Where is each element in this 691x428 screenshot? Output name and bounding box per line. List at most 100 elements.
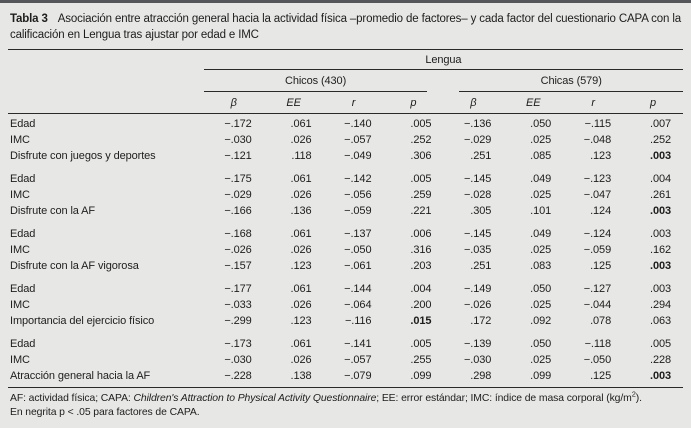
table-row: Importancia del ejercicio físico −.299 .12… xyxy=(8,314,683,330)
value-cell: .306 xyxy=(410,150,432,162)
value-cell: .092 xyxy=(530,315,552,327)
value-cell: .221 xyxy=(410,205,432,217)
value-cell: .078 xyxy=(590,315,612,327)
value-cell: .026 xyxy=(290,244,312,256)
row-label: IMC xyxy=(10,354,30,366)
table-caption: Tabla 3 Asociación entre atracción genera… xyxy=(10,12,681,43)
table-row: Edad −.175 .061 −.142 .005 −.145 .049 −.123 .004 xyxy=(8,172,683,188)
value-cell: −.177 xyxy=(224,283,252,295)
table-footnotes: AF: actividad física; CAPA: Children's A… xyxy=(10,390,681,419)
group-header-row: Chicos (430) Chicas (579) xyxy=(8,70,683,92)
value-cell: .101 xyxy=(530,205,552,217)
value-cell: .123 xyxy=(290,315,312,327)
value-cell: −.050 xyxy=(583,354,612,366)
value-cell: .015 xyxy=(410,315,432,327)
value-cell: .003 xyxy=(649,283,671,295)
value-cell: −.139 xyxy=(463,338,492,350)
value-cell: .025 xyxy=(530,299,552,311)
row-label: Edad xyxy=(10,228,36,240)
value-cell: −.059 xyxy=(583,244,612,256)
table-row: Edad −.173 .061 −.141 .005 −.139 .050 −.118 .005 xyxy=(8,337,683,353)
value-cell: .004 xyxy=(410,283,432,295)
section-gap xyxy=(8,165,683,172)
value-cell: −.228 xyxy=(224,370,252,382)
value-cell: .162 xyxy=(649,244,671,256)
value-cell: .003 xyxy=(649,150,671,162)
value-cell: .005 xyxy=(410,173,432,185)
value-cell: −.049 xyxy=(344,150,372,162)
table-row: IMC −.029 .026 −.056 .259 −.028 .025 −.047 .261 xyxy=(8,188,683,204)
value-cell: −.056 xyxy=(344,189,372,201)
value-cell: .050 xyxy=(530,338,552,350)
table-top-rule xyxy=(0,0,691,3)
value-cell: .123 xyxy=(590,150,612,162)
value-cell: .007 xyxy=(649,118,671,130)
column-header: EE xyxy=(286,97,301,109)
value-cell: .252 xyxy=(410,134,432,146)
table-number: Tabla 3 xyxy=(10,13,48,25)
value-cell: −.123 xyxy=(583,173,612,185)
table-title: Asociación entre atracción general hacia… xyxy=(10,13,681,41)
value-cell: .172 xyxy=(470,315,492,327)
value-cell: .251 xyxy=(470,150,492,162)
row-label: Edad xyxy=(10,338,36,350)
value-cell: −.127 xyxy=(583,283,612,295)
value-cell: .005 xyxy=(410,338,432,350)
column-header: p xyxy=(410,97,417,109)
value-cell: −.026 xyxy=(224,244,252,256)
value-cell: .026 xyxy=(290,354,312,366)
value-cell: −.142 xyxy=(344,173,372,185)
value-cell: −.057 xyxy=(344,354,372,366)
value-cell: .049 xyxy=(530,173,552,185)
footnote-text: ). xyxy=(635,393,642,404)
value-cell: −.299 xyxy=(224,315,252,327)
footnote-bold-note: En negrita p < .05 para factores de CAPA… xyxy=(10,406,200,418)
section-gap xyxy=(8,275,683,282)
footnote-questionnaire-name: Children's Attraction to Physical Activi… xyxy=(133,393,377,404)
value-cell: .294 xyxy=(649,299,671,311)
table-row: Disfrute con la AF vigorosa −.157 .123 −.06… xyxy=(8,259,683,275)
table-row: Edad −.177 .061 −.144 .004 −.149 .050 −.127 .003 xyxy=(8,282,683,298)
value-cell: −.030 xyxy=(224,354,252,366)
row-label: Edad xyxy=(10,283,36,295)
table-row: IMC −.030 .026 −.057 .252 −.029 .025 −.048 .252 xyxy=(8,133,683,149)
value-cell: .125 xyxy=(590,370,612,382)
value-cell: .005 xyxy=(410,118,432,130)
group-label: Chicos (430) xyxy=(203,70,428,92)
group-header-chicas: Chicas (579) xyxy=(443,70,683,92)
row-label: Disfrute con la AF xyxy=(10,205,96,217)
value-cell: .049 xyxy=(530,228,552,240)
value-cell: −.029 xyxy=(224,189,252,201)
section-gap xyxy=(8,220,683,227)
value-cell: .061 xyxy=(290,228,312,240)
value-cell: −.136 xyxy=(463,118,492,130)
span-header-label: Lengua xyxy=(203,50,683,70)
table-body: Edad −.172 .061 −.140 .005 −.136 .050 −.115 .007… xyxy=(8,114,683,388)
row-label: Edad xyxy=(10,118,36,130)
value-cell: −.145 xyxy=(463,228,492,240)
group-label: Chicas (579) xyxy=(459,70,683,92)
value-cell: −.048 xyxy=(583,134,612,146)
value-cell: .061 xyxy=(290,173,312,185)
value-cell: .251 xyxy=(470,260,492,272)
value-cell: −.050 xyxy=(344,244,372,256)
value-cell: .085 xyxy=(530,150,552,162)
value-cell: .003 xyxy=(649,205,671,217)
group-header-chicos: Chicos (430) xyxy=(203,70,444,92)
value-cell: .099 xyxy=(410,370,432,382)
value-cell: −.168 xyxy=(224,228,252,240)
table-row: IMC −.030 .026 −.057 .255 −.030 .025 −.050 .228 xyxy=(8,353,683,369)
value-cell: −.033 xyxy=(224,299,252,311)
value-cell: −.157 xyxy=(224,260,252,272)
value-cell: .255 xyxy=(410,354,432,366)
value-cell: −.057 xyxy=(344,134,372,146)
value-cell: .259 xyxy=(410,189,432,201)
value-cell: .026 xyxy=(290,299,312,311)
value-cell: −.144 xyxy=(344,283,372,295)
value-cell: .083 xyxy=(530,260,552,272)
value-cell: .050 xyxy=(530,283,552,295)
value-cell: .099 xyxy=(530,370,552,382)
value-cell: −.124 xyxy=(583,228,612,240)
row-label: Edad xyxy=(10,173,36,185)
